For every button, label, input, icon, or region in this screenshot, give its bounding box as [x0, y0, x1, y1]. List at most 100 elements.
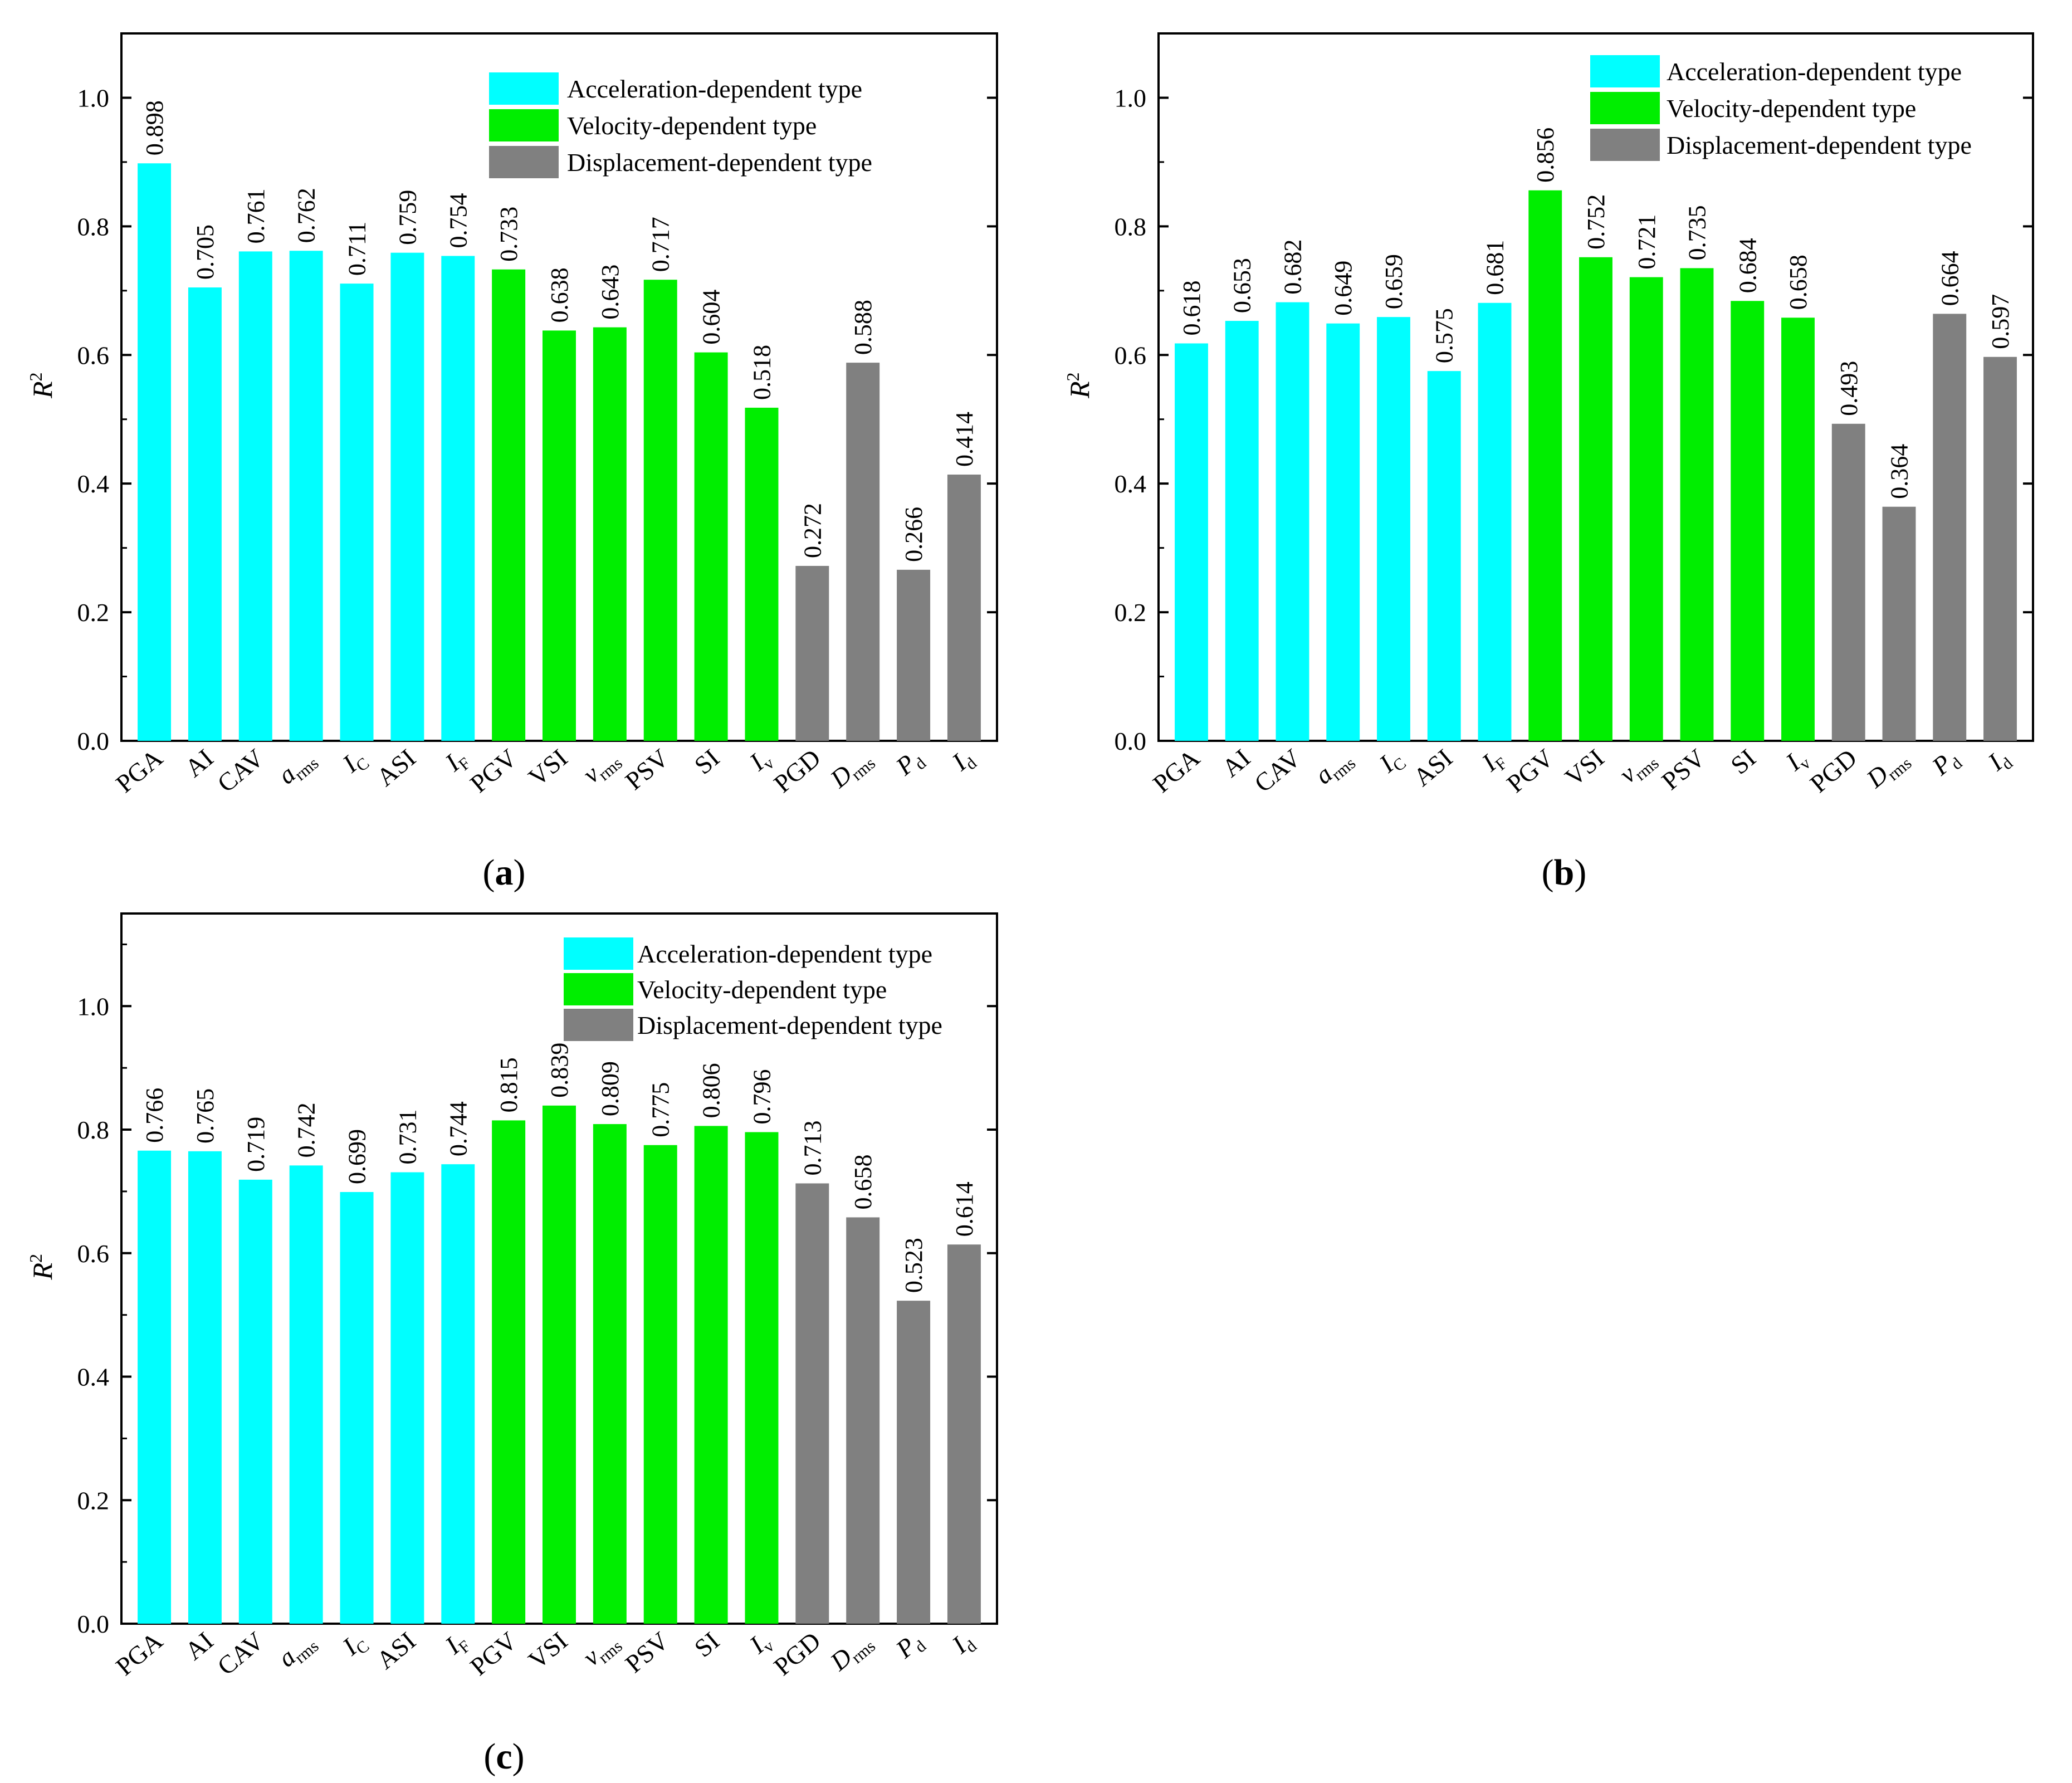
category-label: vrms [1614, 744, 1662, 792]
category-label: PGA [1147, 744, 1205, 798]
category-label-main: PGV [465, 744, 522, 798]
bar [1377, 317, 1410, 741]
panel-label-close: ) [514, 852, 526, 893]
category-label: PGV [1501, 744, 1558, 798]
y-tick-label: 0.6 [77, 341, 110, 369]
bar [543, 1105, 576, 1624]
y-tick-label: 0.6 [1115, 341, 1147, 369]
bar [846, 363, 880, 741]
panel-label-letter: c [496, 1736, 512, 1777]
bar [1276, 302, 1309, 741]
bar [543, 330, 576, 741]
legend-swatch [1590, 92, 1660, 124]
bar [492, 1120, 526, 1624]
bar [1831, 423, 1865, 741]
bar [745, 1132, 779, 1624]
bar [1882, 506, 1916, 741]
chart-panel-a: 0.00.20.40.60.81.0R20.898PGA0.705AI0.761… [26, 32, 998, 893]
panel-label-open: ( [1542, 852, 1554, 893]
bar-value-label: 0.717 [647, 217, 675, 272]
category-label: PGA [110, 744, 168, 798]
bar-value-label: 0.898 [141, 100, 168, 155]
category-label: ASI [371, 744, 421, 792]
bar [289, 251, 323, 741]
bar-value-label: 0.643 [597, 265, 624, 320]
category-label: PGD [768, 744, 825, 798]
category-label-main: SI [1726, 744, 1761, 780]
category-label-main: CAV [1249, 744, 1306, 798]
chart-panel-c: 0.00.20.40.60.81.0R20.766PGA0.765AI0.719… [26, 912, 998, 1777]
legend-swatch [564, 1009, 633, 1041]
bar-value-label: 0.711 [344, 222, 371, 276]
y-tick-label: 1.0 [77, 84, 110, 112]
bar [1579, 257, 1612, 741]
category-label-main: ASI [371, 1626, 421, 1675]
category-label-main: D [824, 760, 857, 794]
bar [441, 1164, 475, 1624]
category-label: ASI [371, 1626, 421, 1675]
y-tick-label: 0.4 [77, 1363, 110, 1391]
bar-value-label: 0.604 [698, 290, 725, 345]
bar-value-label: 0.744 [444, 1101, 472, 1156]
panel-label: (a) [483, 852, 526, 893]
bar-value-label: 0.684 [1734, 238, 1761, 293]
bar-value-label: 0.523 [900, 1238, 927, 1293]
category-label-main: VSI [523, 744, 573, 792]
category-label: PSV [620, 744, 674, 795]
legend-label: Acceleration-dependent type [637, 940, 932, 968]
bar [1528, 190, 1562, 741]
bar-value-label: 0.364 [1886, 444, 1913, 499]
category-label-main: CAV [212, 744, 270, 798]
bar-value-label: 0.766 [141, 1088, 168, 1143]
bar [1983, 356, 2017, 741]
category-label: Drms [1860, 744, 1915, 797]
bar [492, 269, 526, 741]
legend-label: Displacement-dependent type [1667, 131, 1972, 159]
chart-panel-b: 0.00.20.40.60.81.0R20.618PGA0.653AI0.682… [1063, 32, 2034, 893]
bar [138, 163, 172, 741]
bar [1225, 321, 1259, 741]
y-axis-label: R2 [26, 1254, 58, 1281]
bar [593, 1124, 627, 1624]
bar [390, 1172, 424, 1624]
category-label: PGV [465, 1626, 522, 1681]
legend-label: Acceleration-dependent type [567, 75, 862, 103]
category-label-main: D [1860, 760, 1893, 794]
bar-value-label: 0.658 [1785, 255, 1812, 310]
category-label-main: PGA [110, 744, 168, 798]
legend-swatch [1590, 55, 1660, 87]
category-label: Id [1982, 744, 2016, 780]
category-label: arms [272, 1626, 322, 1675]
category-label-main: ASI [371, 744, 421, 792]
category-label: Drms [824, 1626, 879, 1679]
bar [593, 327, 627, 741]
bar [947, 475, 981, 741]
bar-value-label: 0.839 [546, 1043, 573, 1098]
category-label: Id [946, 1626, 980, 1663]
panel-label-close: ) [1574, 852, 1586, 893]
bar-value-label: 0.272 [799, 503, 826, 558]
bar [238, 251, 272, 741]
legend-label: Acceleration-dependent type [1667, 57, 1962, 86]
category-label: PGD [768, 1626, 825, 1681]
bar-value-label: 0.759 [394, 190, 421, 245]
category-label-main: PGV [465, 1626, 522, 1681]
category-label: SI [689, 744, 725, 780]
bar [1326, 323, 1360, 741]
bar-value-label: 0.638 [546, 267, 573, 323]
y-tick-label: 1.0 [77, 992, 110, 1020]
category-label: arms [1309, 744, 1359, 793]
category-label: ASI [1408, 744, 1458, 792]
category-label-main: ASI [1408, 744, 1458, 792]
bar-value-label: 0.699 [344, 1129, 371, 1184]
bar [694, 1126, 728, 1624]
bar-value-label: 0.614 [951, 1181, 978, 1237]
bar [1781, 317, 1815, 741]
y-tick-label: 0.2 [77, 1486, 110, 1515]
bar [643, 1145, 677, 1624]
bar [846, 1217, 880, 1624]
category-label-main: PSV [620, 1626, 674, 1678]
category-label-main: PGA [110, 1626, 168, 1681]
category-label-main: PGV [1501, 744, 1558, 798]
